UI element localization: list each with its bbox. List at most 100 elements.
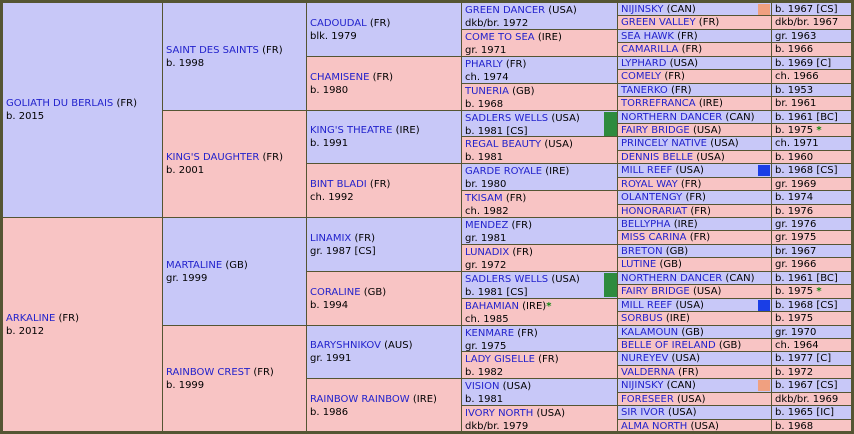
horse-entry: GARDE ROYALE (IRE) br. 1980 — [465, 164, 615, 190]
horse-name-link[interactable]: PRINCELY NATIVE — [621, 138, 708, 149]
horse-country: (GB) — [512, 86, 535, 97]
horse-cell-gen3: LINAMIX (FR) gr. 1987 [CS] — [306, 217, 463, 272]
horse-name-link[interactable]: LADY GISELLE — [465, 354, 535, 365]
horse-details-cell: b. 1975 — [771, 311, 852, 326]
horse-name-link[interactable]: DENNIS BELLE — [621, 152, 694, 163]
horse-name-link[interactable]: KING'S DAUGHTER — [166, 152, 260, 163]
horse-name-link[interactable]: VALDERNA — [621, 367, 675, 378]
horse-entry: CHAMISENE (FR) b. 1980 — [310, 71, 459, 97]
horse-cell-gen5: BELLE OF IRELAND (GB) — [617, 338, 773, 352]
horse-details: b. 1974 — [775, 192, 814, 203]
horse-name-link[interactable]: ROYAL WAY — [621, 179, 678, 190]
horse-cell-gen5: MISS CARINA (FR) — [617, 230, 773, 245]
horse-cell-gen5: GREEN VALLEY (FR) — [617, 15, 773, 30]
horse-name-link[interactable]: KENMARE — [465, 328, 515, 339]
horse-name-link[interactable]: ALMA NORTH — [621, 421, 688, 432]
horse-entry: BARYSHNIKOV (AUS) gr. 1991 — [310, 339, 459, 365]
horse-details: b. 1981 [CS] — [465, 287, 528, 298]
horse-name-link[interactable]: CHAMISENE — [310, 71, 370, 83]
horse-name-link[interactable]: SEA HAWK — [621, 31, 674, 42]
horse-cell-gen5: BELLYPHA (IRE) — [617, 217, 773, 231]
horse-details-cell: b. 1961 [BC] — [771, 271, 852, 285]
horse-name-link[interactable]: SAINT DES SAINTS — [166, 44, 259, 56]
horse-name-link[interactable]: MENDEZ — [465, 220, 509, 231]
horse-cell-gen5: FAIRY BRIDGE (USA) — [617, 123, 773, 137]
horse-name-link[interactable]: NUREYEV — [621, 353, 669, 364]
horse-name-link[interactable]: TUNERIA — [465, 86, 509, 97]
horse-name-link[interactable]: PHARLY — [465, 59, 503, 70]
horse-name-link[interactable]: NIJINSKY — [621, 4, 664, 15]
horse-name-link[interactable]: IVORY NORTH — [465, 408, 534, 419]
horse-cell-gen1: GOLIATH DU BERLAIS (FR) b. 2015 — [2, 2, 164, 218]
horse-cell-gen4: MENDEZ (FR) gr. 1981 — [461, 217, 619, 245]
horse-entry: LINAMIX (FR) gr. 1987 [CS] — [310, 232, 459, 258]
horse-name-link[interactable]: SORBUS — [621, 313, 663, 324]
horse-name-link[interactable]: ARKALINE — [6, 313, 56, 324]
horse-name-link[interactable]: LYPHARD — [621, 58, 667, 69]
horse-details-cell: gr. 1969 — [771, 177, 852, 191]
horse-name-link[interactable]: GREEN DANCER — [465, 5, 546, 16]
horse-name-link[interactable]: LUNADIX — [465, 247, 510, 258]
horse-name-link[interactable]: FAIRY BRIDGE — [621, 125, 690, 136]
horse-country: (FR) — [671, 85, 692, 96]
horse-name-link[interactable]: FAIRY BRIDGE — [621, 286, 690, 297]
horse-name-link[interactable]: BELLE OF IRELAND — [621, 340, 716, 351]
horse-name-link[interactable]: TORREFRANCA — [621, 98, 696, 109]
horse-cell-gen5: KALAMOUN (GB) — [617, 325, 773, 339]
horse-name-link[interactable]: COMELY — [621, 71, 662, 82]
horse-name-link[interactable]: TANERKO — [621, 85, 668, 96]
horse-details: b. 1981 — [465, 394, 504, 405]
horse-name-link[interactable]: GOLIATH DU BERLAIS — [6, 98, 114, 109]
horse-details-cell: gr. 1975 — [771, 230, 852, 245]
horse-name-link[interactable]: LUTINE — [621, 259, 657, 270]
horse-name-link[interactable]: RAINBOW CREST — [166, 367, 251, 378]
horse-cell-gen5: HONORARIAT (FR) — [617, 204, 773, 218]
horse-name-link[interactable]: MARTALINE — [166, 259, 223, 271]
horse-name-link[interactable]: GREEN VALLEY — [621, 17, 696, 28]
horse-name-link[interactable]: KING'S THEATRE — [310, 125, 393, 136]
horse-cell-gen5: TANERKO (FR) — [617, 83, 773, 97]
horse-name-link[interactable]: KALAMOUN — [621, 327, 679, 338]
horse-name-link[interactable]: BRETON — [621, 246, 663, 257]
horse-name-link[interactable]: RAINBOW RAINBOW — [310, 393, 410, 405]
horse-name-link[interactable]: MILL REEF — [621, 165, 673, 176]
horse-name-link[interactable]: NORTHERN DANCER — [621, 273, 723, 284]
horse-cell-gen5: LYPHARD (USA) — [617, 56, 773, 70]
horse-name-link[interactable]: REGAL BEAUTY — [465, 139, 542, 150]
horse-name-link[interactable]: SIR IVOR — [621, 407, 665, 418]
horse-name-link[interactable]: MILL REEF — [621, 300, 673, 311]
horse-name-link[interactable]: TKISAM — [465, 193, 503, 204]
horse-name-link[interactable]: GARDE ROYALE — [465, 166, 543, 177]
horse-name-link[interactable]: CADOUDAL — [310, 17, 367, 29]
horse-name-link[interactable]: BAHAMIAN — [465, 301, 519, 312]
horse-name-link[interactable]: BELLYPHA — [621, 219, 671, 230]
horse-cell-gen2: SAINT DES SAINTS (FR) b. 1998 — [162, 2, 308, 111]
horse-country: (FR) — [690, 206, 711, 217]
horse-name-link[interactable]: BARYSHNIKOV — [310, 340, 381, 351]
horse-name-link[interactable]: OLANTENGY — [621, 192, 683, 203]
horse-cell-gen4: BAHAMIAN (IRE)* ch. 1985 — [461, 298, 619, 326]
horse-name-link[interactable]: MISS CARINA — [621, 232, 687, 243]
horse-name-link[interactable]: NIJINSKY — [621, 380, 664, 391]
horse-details: b. 1981 — [465, 152, 504, 163]
horse-country: (AUS) — [384, 340, 413, 351]
horse-details: b. 1967 [CS] — [775, 4, 838, 15]
horse-name-link[interactable]: FORESEER — [621, 394, 674, 405]
horse-country: (USA) — [502, 381, 532, 392]
horse-details: b. 1982 — [465, 367, 504, 378]
horse-name-link[interactable]: SADLERS WELLS — [465, 113, 549, 124]
horse-name-link[interactable]: COME TO SEA — [465, 32, 535, 43]
horse-cell-gen5: FORESEER (USA) — [617, 392, 773, 406]
horse-name-link[interactable]: NORTHERN DANCER — [621, 112, 723, 123]
horse-name-link[interactable]: VISION — [465, 381, 500, 392]
horse-name-link[interactable]: LINAMIX — [310, 232, 352, 244]
horse-cell-gen2: KING'S DAUGHTER (FR) b. 2001 — [162, 110, 308, 218]
horse-details: b. 1998 — [166, 57, 205, 69]
horse-details: br. 1980 — [465, 179, 507, 190]
horse-name-link[interactable]: SADLERS WELLS — [465, 274, 549, 285]
horse-name-link[interactable]: HONORARIAT — [621, 206, 688, 217]
horse-country: (FR) — [505, 193, 527, 204]
horse-name-link[interactable]: BINT BLADI — [310, 178, 367, 190]
horse-name-link[interactable]: CORALINE — [310, 286, 361, 298]
horse-name-link[interactable]: CAMARILLA — [621, 44, 679, 55]
